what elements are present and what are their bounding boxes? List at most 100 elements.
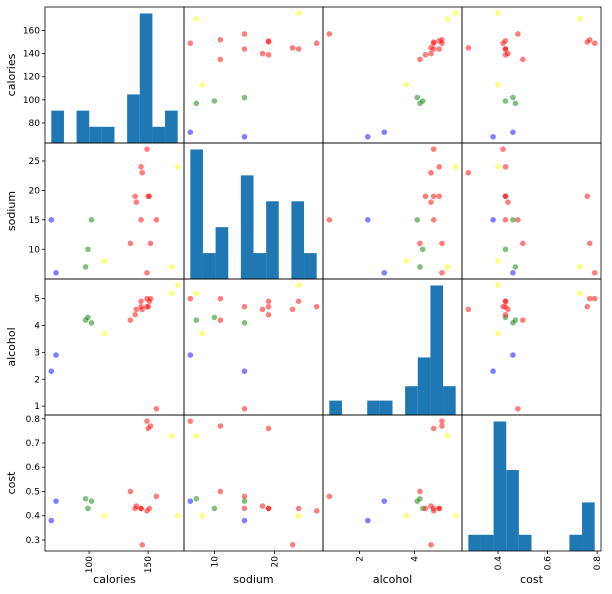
point xyxy=(500,303,506,310)
point xyxy=(495,10,501,16)
x-axis-label: calories xyxy=(93,573,136,586)
cell xyxy=(44,278,185,416)
cell xyxy=(461,6,602,144)
point xyxy=(439,240,445,247)
point xyxy=(436,193,442,200)
point xyxy=(193,100,200,107)
point xyxy=(381,270,388,276)
y-axis-label: cost xyxy=(5,471,18,495)
point xyxy=(199,512,206,519)
point xyxy=(153,406,160,412)
hist-bar xyxy=(215,227,229,279)
point xyxy=(510,352,516,358)
point xyxy=(422,193,429,200)
point xyxy=(520,56,526,63)
point xyxy=(436,46,442,52)
point xyxy=(428,45,434,51)
cell-frame xyxy=(322,142,463,280)
point xyxy=(145,425,151,432)
point xyxy=(139,306,146,313)
cell xyxy=(44,6,185,144)
y-tick-label: 0.8 xyxy=(26,415,41,425)
point xyxy=(512,264,519,270)
point xyxy=(174,282,181,288)
point xyxy=(502,51,509,58)
cell xyxy=(183,142,324,280)
x-axis-label: sodium xyxy=(233,573,273,586)
y-tick-label: 2 xyxy=(34,375,40,385)
point xyxy=(217,295,224,302)
point xyxy=(289,45,296,51)
point xyxy=(153,217,160,223)
point xyxy=(241,493,248,500)
point xyxy=(444,264,451,270)
cell-frame xyxy=(44,414,185,552)
point xyxy=(515,217,521,223)
point xyxy=(500,146,506,152)
point xyxy=(133,306,140,313)
point xyxy=(430,217,437,223)
point xyxy=(193,317,200,323)
point xyxy=(241,31,248,37)
hist-bar xyxy=(582,502,595,551)
point xyxy=(326,31,333,37)
point xyxy=(422,505,429,512)
point xyxy=(241,498,248,504)
point xyxy=(48,517,55,524)
x-tick-label: 150 xyxy=(144,556,154,573)
hist-bar xyxy=(190,149,203,279)
point xyxy=(144,508,150,514)
point xyxy=(505,199,511,205)
point xyxy=(138,505,144,512)
point xyxy=(502,311,509,318)
point xyxy=(241,46,248,52)
point xyxy=(295,282,302,288)
point xyxy=(495,82,501,88)
point xyxy=(428,503,434,509)
hist-bar xyxy=(430,285,444,415)
point xyxy=(193,290,200,297)
hist-bar xyxy=(304,253,317,279)
x-tick-label: 4 xyxy=(410,556,420,562)
point xyxy=(500,40,506,47)
point xyxy=(289,542,296,548)
cell xyxy=(461,278,602,416)
point xyxy=(153,493,160,500)
point xyxy=(586,295,593,302)
point xyxy=(211,98,218,104)
point xyxy=(439,423,445,429)
point xyxy=(241,406,248,412)
point xyxy=(326,217,333,223)
point xyxy=(53,498,59,504)
hist-bar xyxy=(569,534,583,551)
point xyxy=(144,146,150,152)
point xyxy=(174,164,181,170)
point xyxy=(187,498,194,504)
hist-bar xyxy=(266,201,279,279)
point xyxy=(217,36,224,43)
hist-bar xyxy=(127,94,140,143)
point xyxy=(132,311,138,318)
point xyxy=(417,56,423,63)
point xyxy=(265,311,272,318)
point xyxy=(430,193,437,200)
point xyxy=(101,512,108,519)
y-tick-label: 120 xyxy=(23,73,40,83)
point xyxy=(510,94,516,101)
point xyxy=(295,512,302,519)
cell xyxy=(44,414,185,552)
point xyxy=(510,270,516,276)
point xyxy=(586,240,593,247)
cell-frame xyxy=(461,414,602,552)
point xyxy=(403,512,410,519)
cell-frame xyxy=(44,142,185,280)
point xyxy=(430,39,437,45)
point xyxy=(241,368,248,374)
point xyxy=(313,303,320,310)
point xyxy=(82,495,89,502)
point xyxy=(505,306,511,313)
cell-frame xyxy=(183,278,324,416)
hist-bar xyxy=(417,357,431,415)
point xyxy=(138,217,144,223)
